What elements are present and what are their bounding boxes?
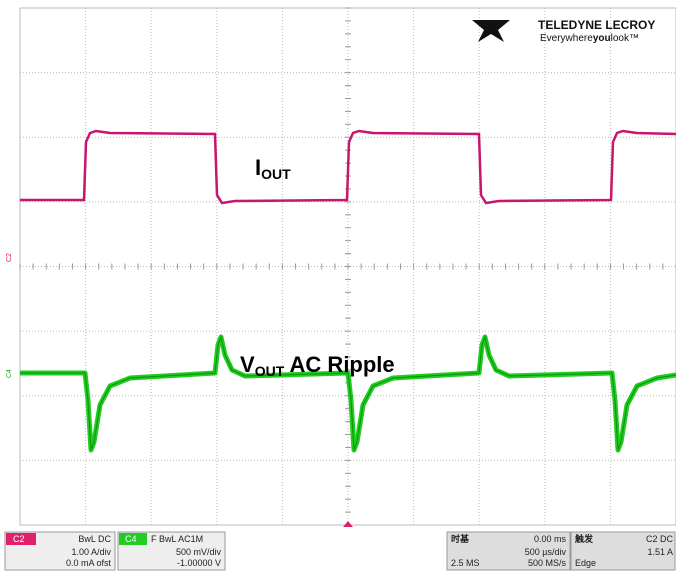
tagline-pre: Everywhere (540, 33, 593, 44)
tagline-bold: you (593, 33, 611, 44)
ch2-offset: 0.0 mA ofst (66, 558, 112, 568)
iout-main: I (255, 155, 261, 180)
timebase-rate: 500 MS/s (528, 558, 567, 568)
vout-sub: OUT (255, 363, 285, 379)
logo-tagline: Everywhereyoulook™ (540, 33, 639, 44)
ch4-tag: C4 (125, 534, 137, 544)
c2-marker: C2 (6, 253, 13, 262)
timebase-title: 时基 (451, 533, 470, 544)
ch4-tag-bg (119, 533, 147, 545)
trigger-marker (343, 521, 353, 527)
timebase-delay: 0.00 ms (534, 534, 567, 544)
ch2-tag: C2 (13, 534, 25, 544)
trigger-mode: Edge (575, 558, 596, 568)
trigger-box (570, 531, 676, 571)
ch2-tag-bg (6, 533, 36, 545)
ch2-scale: 1.00 A/div (71, 547, 111, 557)
ch2-coupling: BwL DC (78, 534, 111, 544)
vout-main: V (240, 352, 255, 377)
logo: TELEDYNE LECROY Everywhereyoulook™ (472, 18, 655, 44)
c4-marker: C4 (6, 369, 13, 378)
ch4-offset: -1.00000 V (177, 558, 221, 568)
ch4-coupling: F BwL AC1M (151, 534, 203, 544)
vout-label: VOUT AC Ripple (240, 352, 395, 379)
iout-sub: OUT (261, 166, 291, 182)
current-trace (20, 129, 676, 205)
logo-icon (472, 20, 510, 42)
trigger-level: 1.51 A (647, 547, 673, 557)
tagline-post: look™ (611, 33, 639, 44)
trigger-title: 触发 (574, 533, 594, 544)
trigger-source: C2 DC (646, 534, 674, 544)
vout-rest: AC Ripple (284, 352, 394, 377)
timebase-scale: 500 µs/div (525, 547, 567, 557)
timebase-box (446, 531, 571, 571)
status-bar: C2 BwL DC 1.00 A/div 0.0 mA ofst C4 F Bw… (0, 530, 676, 571)
ch4-scale: 500 mV/div (176, 547, 222, 557)
iout-label: IOUT (255, 155, 291, 182)
voltage-trace-core (20, 334, 676, 451)
timebase-samples: 2.5 MS (451, 558, 480, 568)
logo-brand: TELEDYNE LECROY (538, 18, 655, 32)
grid (19, 7, 676, 526)
